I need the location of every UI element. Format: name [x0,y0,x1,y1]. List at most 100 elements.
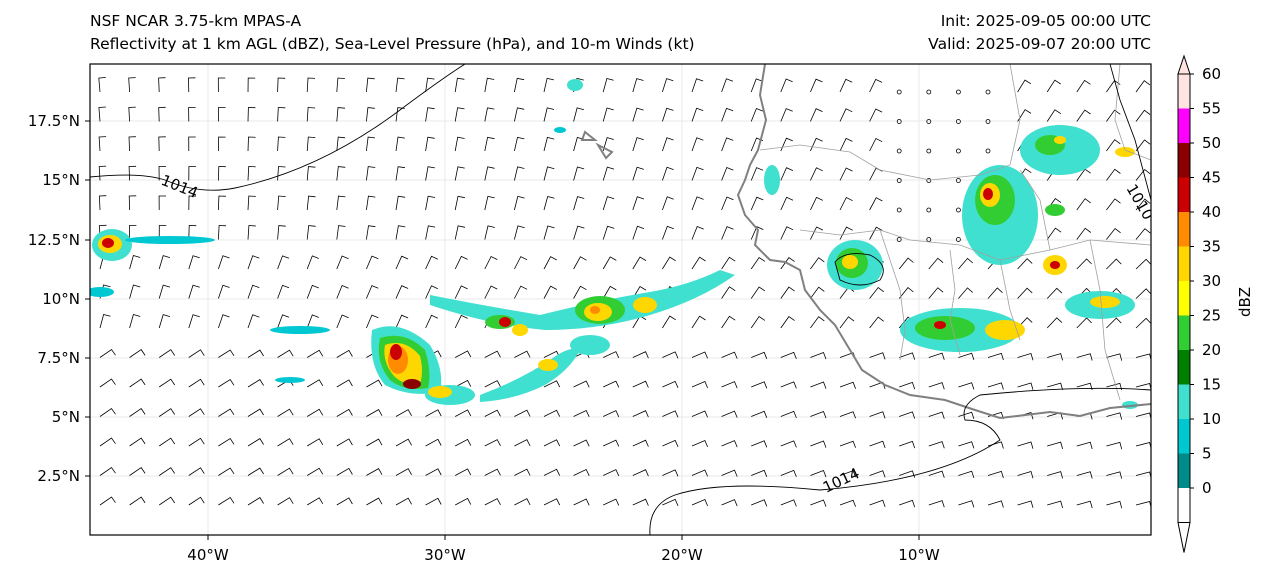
wind-barb [514,439,531,447]
wind-barb [128,106,136,122]
wind-barb [896,148,902,154]
wind-barb [691,107,704,122]
wind-barb [721,351,738,359]
wind-barb [514,136,525,152]
wind-barb [128,136,136,152]
wind-barb [780,108,793,122]
wind-barb [425,225,436,240]
wind-barb [336,107,346,122]
colorbar-tick-label: 20 [1202,341,1221,359]
wind-barb [603,469,620,477]
wind-barb [158,77,166,93]
colorbar-segment [1178,488,1190,523]
wind-barb [899,352,916,360]
wind-barb [455,438,472,447]
wind-barb [1047,382,1063,391]
wind-barb [573,285,587,299]
wind-barb [1106,198,1121,211]
wind-barb [1017,353,1034,361]
wind-barb [98,106,106,122]
wind-barb [1076,109,1091,122]
wind-barb [987,500,1004,508]
wind-barb [810,351,827,360]
isobars [90,64,1151,535]
wind-barb [662,137,674,152]
wind-barb [780,78,793,93]
wind-barb [573,196,585,211]
wind-barb [1047,441,1063,450]
wind-barb [1076,227,1092,240]
wind-barb [1106,317,1122,329]
wind-barb [366,409,383,417]
wind-barb [158,378,176,388]
wind-barb [188,195,197,211]
colorbar-tick-label: 55 [1202,100,1221,118]
colorbar-tick-label: 30 [1202,272,1221,290]
wind-barb [1135,228,1151,240]
wind-barb [869,352,886,360]
wind-barb [484,498,501,506]
wind-barbs [98,77,1151,509]
wind-barb [129,408,146,417]
wind-barb [1076,258,1092,270]
wind-barb [1135,109,1151,122]
wind-barb [602,107,614,122]
wind-barb [306,467,324,476]
wind-barb [632,469,649,477]
wind-barb [277,497,294,506]
wind-barb [484,225,495,240]
wind-barb [366,379,383,388]
wind-barb [514,350,531,358]
wind-barb [188,284,200,299]
wind-barb [987,287,1003,299]
wind-barb [750,196,764,211]
wind-barb [454,107,465,122]
wind-barb [336,438,353,447]
wind-barb [336,497,353,506]
wind-barb [691,380,708,389]
wind-barb [839,381,856,389]
colorbar-segment [1178,177,1190,212]
reflectivity-field [90,79,1138,409]
wind-barb [188,467,205,476]
wind-barb [956,207,961,213]
wind-barb [188,225,197,240]
wind-barb [751,410,768,418]
wind-barb [632,196,645,211]
wind-barb [1106,109,1121,122]
wind-barb [543,256,557,270]
wind-barb [987,470,1004,479]
wind-barb [425,77,435,93]
wind-barb [218,408,235,417]
wind-barb [896,207,902,213]
wind-barb [780,499,797,507]
wind-barb [366,107,375,122]
wind-barb [1076,382,1093,391]
wind-barb [750,167,764,181]
wind-barb [691,137,704,152]
wind-barb [691,469,708,477]
wind-barb [98,195,107,211]
wind-barb [1106,139,1121,152]
wind-barb [985,89,991,95]
wind-barb [751,381,768,389]
colorbar-segment [1178,74,1190,109]
colorbar-segment [1178,212,1190,247]
wind-barb [810,469,827,478]
wind-barb [956,178,961,183]
wind-barb [603,439,620,447]
wind-barb [926,237,932,242]
wind-barb [306,166,316,181]
wind-barb [366,195,376,211]
wind-barb [218,378,235,388]
wind-barb [928,352,945,360]
wind-barb [128,77,136,93]
wind-barb [454,77,465,93]
wind-barb [1076,471,1093,479]
wind-barb [1106,471,1123,479]
wind-barb [366,438,383,447]
wind-barb [1135,80,1151,93]
wind-barb [425,195,436,211]
wind-barb [188,378,205,388]
wind-barb [987,382,1004,390]
